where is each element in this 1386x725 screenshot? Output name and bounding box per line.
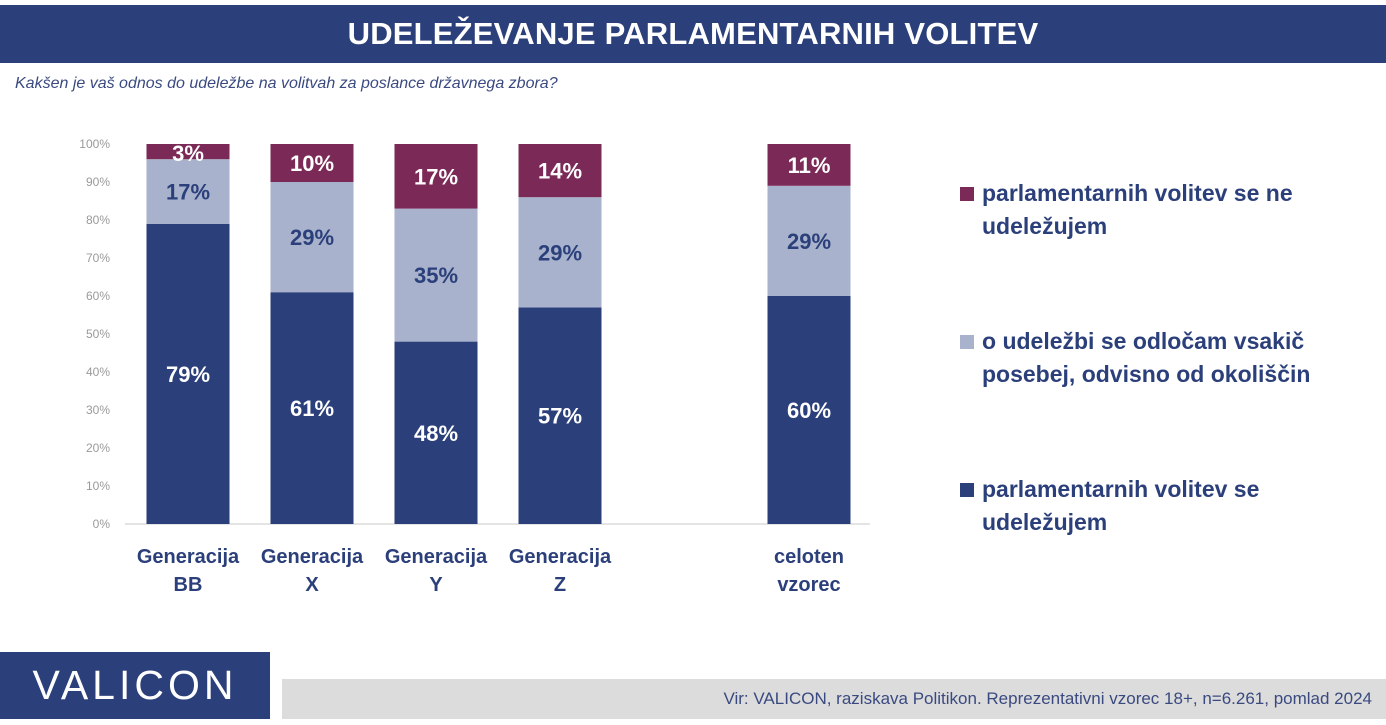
x-category-label-line: vzorec [777, 574, 840, 596]
x-category-label-line: celoten [774, 546, 844, 568]
bar-segment [146, 144, 230, 160]
bar-data-label: 14% [538, 159, 582, 184]
x-category-label-line: Y [429, 574, 443, 596]
bar-segment [270, 144, 354, 182]
legend-item-not-voting: parlamentarnih volitev se ne udeležujem [960, 177, 1360, 243]
y-tick-label: 20% [86, 441, 110, 455]
legend-label-undecided: o udeležbi se odločam vsakič posebej, od… [982, 328, 1311, 387]
x-category-label-line: X [305, 574, 319, 596]
bar-data-label: 57% [538, 404, 582, 429]
x-category-label-line: Z [554, 574, 566, 596]
bar-data-label: 17% [166, 180, 210, 205]
x-category-label-line: Generacija [385, 546, 488, 568]
y-tick-label: 90% [86, 175, 110, 189]
bar-data-label: 3% [172, 141, 204, 166]
valicon-logo: VALICON [0, 652, 270, 719]
bar-data-label: 10% [290, 151, 334, 176]
x-category-label: Generacija Z [509, 546, 612, 596]
bar-data-label: 61% [290, 396, 334, 421]
bar-data-label: 29% [290, 225, 334, 250]
y-tick-label: 30% [86, 403, 110, 417]
x-category-label: Generacija BB [137, 546, 240, 596]
legend-item-voting: parlamentarnih volitev se udeležujem [960, 473, 1360, 539]
x-category-label-line: Generacija [509, 546, 612, 568]
x-category-label-line: Generacija [137, 546, 240, 568]
y-tick-label: 0% [93, 517, 111, 531]
bar-data-label: 60% [787, 398, 831, 423]
bar-segment [518, 144, 602, 198]
y-tick-label: 80% [86, 213, 110, 227]
legend-item-undecided: o udeležbi se odločam vsakič posebej, od… [960, 325, 1360, 391]
bar-segment [270, 292, 354, 524]
bar-segment [394, 341, 478, 524]
legend-swatch-voting [960, 483, 974, 497]
y-tick-label: 60% [86, 289, 110, 303]
y-tick-label: 100% [79, 137, 110, 151]
bar-data-label: 79% [166, 362, 210, 387]
bar-data-label: 29% [787, 229, 831, 254]
legend-label-voting: parlamentarnih volitev se udeležujem [982, 476, 1260, 535]
legend-swatch-undecided [960, 335, 974, 349]
x-category-label: Generacija Y [385, 546, 488, 596]
bar-segment [767, 185, 851, 296]
source-note: Vir: VALICON, raziskava Politikon. Repre… [282, 679, 1386, 719]
bar-segment [518, 307, 602, 524]
x-category-label: Generacija X [261, 546, 364, 596]
bar-segment [146, 223, 230, 525]
survey-question: Kakšen je vaš odnos do udeležbe na volit… [15, 75, 558, 92]
bar-data-label: 48% [414, 421, 458, 446]
bar-data-label: 11% [788, 153, 831, 178]
y-tick-label: 10% [86, 479, 110, 493]
y-tick-label: 50% [86, 327, 110, 341]
page-title: UDELEŽEVANJE PARLAMENTARNIH VOLITEV [0, 5, 1386, 63]
legend-label-not-voting: parlamentarnih volitev se ne udeležujem [982, 180, 1293, 239]
y-tick-label: 40% [86, 365, 110, 379]
y-tick-label: 70% [86, 251, 110, 265]
legend-swatch-not-voting [960, 187, 974, 201]
x-category-label: celoten vzorec [774, 546, 844, 596]
bar-segment [394, 208, 478, 342]
bar-segment [394, 144, 478, 209]
bar-segment [767, 296, 851, 524]
x-category-label-line: Generacija [261, 546, 364, 568]
bar-data-label: 35% [414, 263, 458, 288]
x-category-label-line: BB [174, 574, 203, 596]
bar-data-label: 29% [538, 240, 582, 265]
bar-data-label: 17% [414, 164, 458, 189]
bar-segment [146, 159, 230, 224]
bar-segment [518, 197, 602, 308]
bar-segment [270, 182, 354, 293]
bar-segment [767, 144, 851, 186]
